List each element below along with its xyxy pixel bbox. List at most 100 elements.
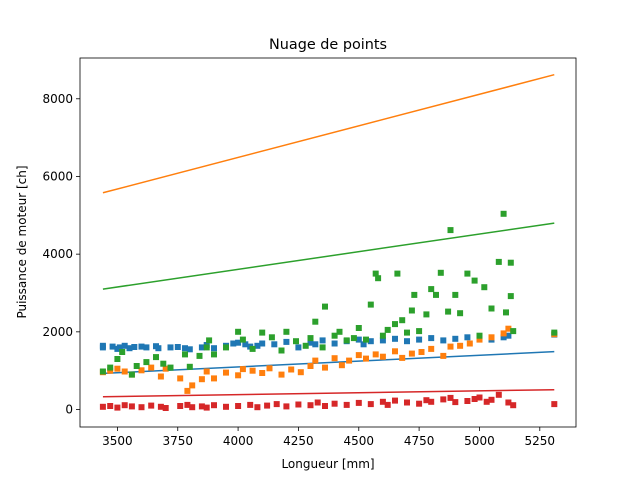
data-point [274, 401, 280, 407]
data-point [399, 317, 405, 323]
data-point [510, 328, 516, 334]
data-point [235, 403, 241, 409]
data-point [489, 306, 495, 312]
data-point [428, 399, 434, 405]
chart-title: Nuage de points [269, 37, 387, 53]
data-point [129, 372, 135, 378]
data-point [283, 403, 289, 409]
data-point [259, 330, 265, 336]
data-point [508, 293, 514, 299]
y-tick-label: 4000 [42, 247, 73, 261]
data-point [100, 344, 106, 350]
x-tick-label: 5000 [464, 434, 495, 448]
data-point [131, 344, 137, 350]
data-point [312, 319, 318, 325]
data-point [477, 333, 483, 339]
data-point [452, 399, 458, 405]
data-point [503, 309, 509, 315]
data-point [143, 344, 149, 350]
data-point [457, 310, 463, 316]
data-point [143, 359, 149, 365]
data-point [404, 338, 410, 344]
data-point [184, 388, 190, 394]
data-point [423, 311, 429, 317]
data-point [416, 328, 422, 334]
data-point [259, 370, 265, 376]
data-point [312, 358, 318, 364]
data-point [380, 354, 386, 360]
data-point [283, 339, 289, 345]
data-point [122, 369, 128, 375]
data-point [114, 356, 120, 362]
data-point [489, 397, 495, 403]
data-point [464, 271, 470, 277]
data-point [223, 404, 229, 410]
data-point [100, 369, 106, 375]
data-point [163, 405, 169, 411]
data-point [288, 367, 294, 373]
data-point [501, 211, 507, 217]
data-point [428, 286, 434, 292]
data-point [438, 270, 444, 276]
data-point [416, 401, 422, 407]
data-point [332, 341, 338, 347]
data-point [428, 346, 434, 352]
data-point [404, 330, 410, 336]
data-point [204, 344, 210, 350]
data-point [344, 402, 350, 408]
data-point [496, 259, 502, 265]
data-point [250, 368, 256, 374]
data-point [448, 227, 454, 233]
data-point [308, 335, 314, 341]
data-point [356, 352, 362, 358]
data-point [206, 337, 212, 343]
data-point [271, 341, 277, 347]
data-point [315, 400, 321, 406]
data-point [168, 344, 174, 350]
data-point [411, 292, 417, 298]
data-point [259, 341, 265, 347]
data-point [551, 401, 557, 407]
data-point [199, 376, 205, 382]
data-point [399, 355, 405, 361]
data-point [363, 337, 369, 343]
data-point [452, 336, 458, 342]
data-point [440, 396, 446, 402]
y-tick-label: 8000 [42, 92, 73, 106]
data-point [464, 398, 470, 404]
data-point [339, 362, 345, 368]
data-point [464, 334, 470, 340]
data-point [269, 334, 275, 340]
data-point [211, 351, 217, 357]
data-point [320, 344, 326, 350]
data-point [240, 337, 246, 343]
data-point [312, 341, 318, 347]
data-point [129, 403, 135, 409]
x-tick-label: 4000 [223, 434, 254, 448]
data-point [322, 365, 328, 371]
data-point [308, 363, 314, 369]
data-point [448, 344, 454, 350]
data-point [119, 349, 125, 355]
data-point [551, 330, 557, 336]
data-point [363, 356, 369, 362]
data-point [295, 344, 301, 350]
data-point [472, 278, 478, 284]
x-tick-label: 4250 [283, 434, 314, 448]
data-point [177, 375, 183, 381]
data-point [240, 366, 246, 372]
data-point [440, 353, 446, 359]
data-point [153, 354, 159, 360]
data-point [148, 403, 154, 409]
data-point [134, 363, 140, 369]
data-point [175, 344, 181, 350]
data-point [489, 334, 495, 340]
y-tick-label: 0 [65, 403, 73, 417]
data-point [440, 337, 446, 343]
data-point [250, 346, 256, 352]
data-point [211, 402, 217, 408]
data-point [283, 329, 289, 335]
data-point [496, 392, 502, 398]
x-tick-label: 5250 [525, 434, 556, 448]
